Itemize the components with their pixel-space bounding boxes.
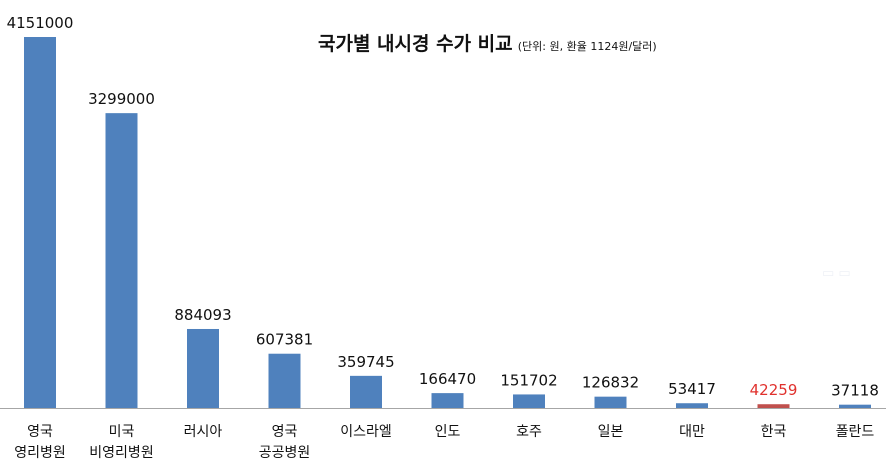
value-label-8: 53417 (668, 380, 716, 398)
category-label-9-0: 한국 (761, 424, 787, 440)
bar-2 (187, 328, 219, 408)
chart-title-line: 국가별 내시경 수가 비교 (단위: 원, 환율 1124원/달러) (318, 33, 657, 55)
category-label-10-0: 폴란드 (836, 424, 875, 440)
category-label-3-1: 공공병원 (259, 445, 311, 461)
bar-5 (431, 393, 464, 408)
value-label-5: 166470 (419, 370, 476, 388)
category-label-6-0: 호주 (516, 424, 542, 440)
value-label-7: 126832 (582, 374, 639, 392)
category-label-1-1: 비영리병원 (89, 445, 153, 461)
value-label-0: 4151000 (7, 14, 74, 32)
category-label-1-0: 미국 (109, 424, 135, 440)
bar-0 (24, 37, 56, 408)
bar-7 (594, 396, 627, 408)
bar-9 (757, 404, 790, 408)
value-label-3: 607381 (256, 331, 313, 349)
category-label-0-0: 영국 (27, 424, 53, 440)
bar-10 (839, 404, 871, 408)
bar-8 (676, 403, 708, 408)
category-label-7-0: 일본 (598, 424, 624, 440)
bars-group (24, 37, 871, 408)
chart-title: 국가별 내시경 수가 비교 (318, 33, 513, 55)
category-label-2-0: 러시아 (184, 424, 223, 440)
category-label-3-0: 영국 (272, 424, 298, 440)
bar-6 (513, 394, 545, 408)
category-label-4-0: 이스라엘 (340, 424, 392, 440)
value-label-9: 42259 (750, 381, 798, 399)
value-labels-group: 4151000 3299000 884093 607381 359745 166470 15… (7, 14, 879, 400)
value-label-1: 3299000 (88, 90, 155, 108)
category-label-5-0: 인도 (435, 424, 461, 440)
chart-subtitle: (단위: 원, 환율 1124원/달러) (518, 40, 657, 53)
value-label-6: 151702 (500, 371, 557, 389)
category-label-0-1: 영리병원 (14, 445, 66, 461)
category-label-8-0: 대만 (679, 424, 705, 440)
value-label-4: 359745 (337, 353, 394, 371)
bar-4 (350, 375, 382, 408)
watermark-faint: ▭ ▭ (822, 266, 851, 281)
bar-1 (105, 113, 138, 408)
value-label-2: 884093 (174, 306, 231, 324)
bar-3 (268, 353, 301, 408)
value-label-10: 37118 (831, 382, 879, 400)
